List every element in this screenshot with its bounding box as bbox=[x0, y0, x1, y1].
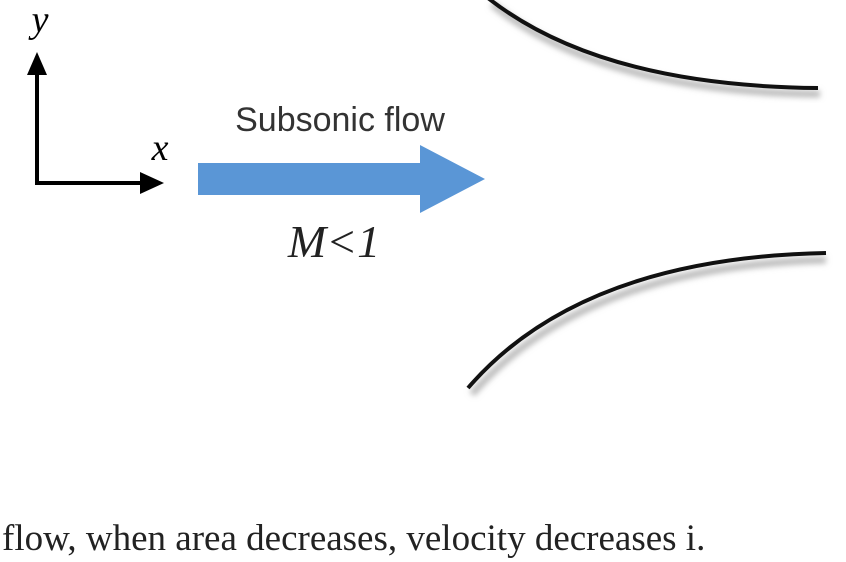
upper-wall bbox=[487, 0, 819, 90]
flow-label: Subsonic flow bbox=[235, 101, 445, 139]
flow-arrow bbox=[198, 145, 485, 213]
y-arrow-head bbox=[27, 52, 47, 75]
mach-label: M<1 bbox=[287, 216, 380, 267]
upper-wall-shadow bbox=[489, 1, 821, 98]
flow-arrow-group: Subsonic flow M<1 bbox=[198, 101, 485, 267]
nozzle bbox=[466, 0, 827, 397]
y-label: y bbox=[28, 0, 49, 41]
caption: flow, when area decreases, velocity decr… bbox=[2, 518, 705, 559]
axes: y x bbox=[27, 0, 169, 194]
lower-wall-shadow bbox=[469, 256, 827, 397]
x-label: x bbox=[151, 127, 169, 169]
lower-wall bbox=[466, 251, 827, 390]
x-arrow-head bbox=[140, 172, 164, 194]
